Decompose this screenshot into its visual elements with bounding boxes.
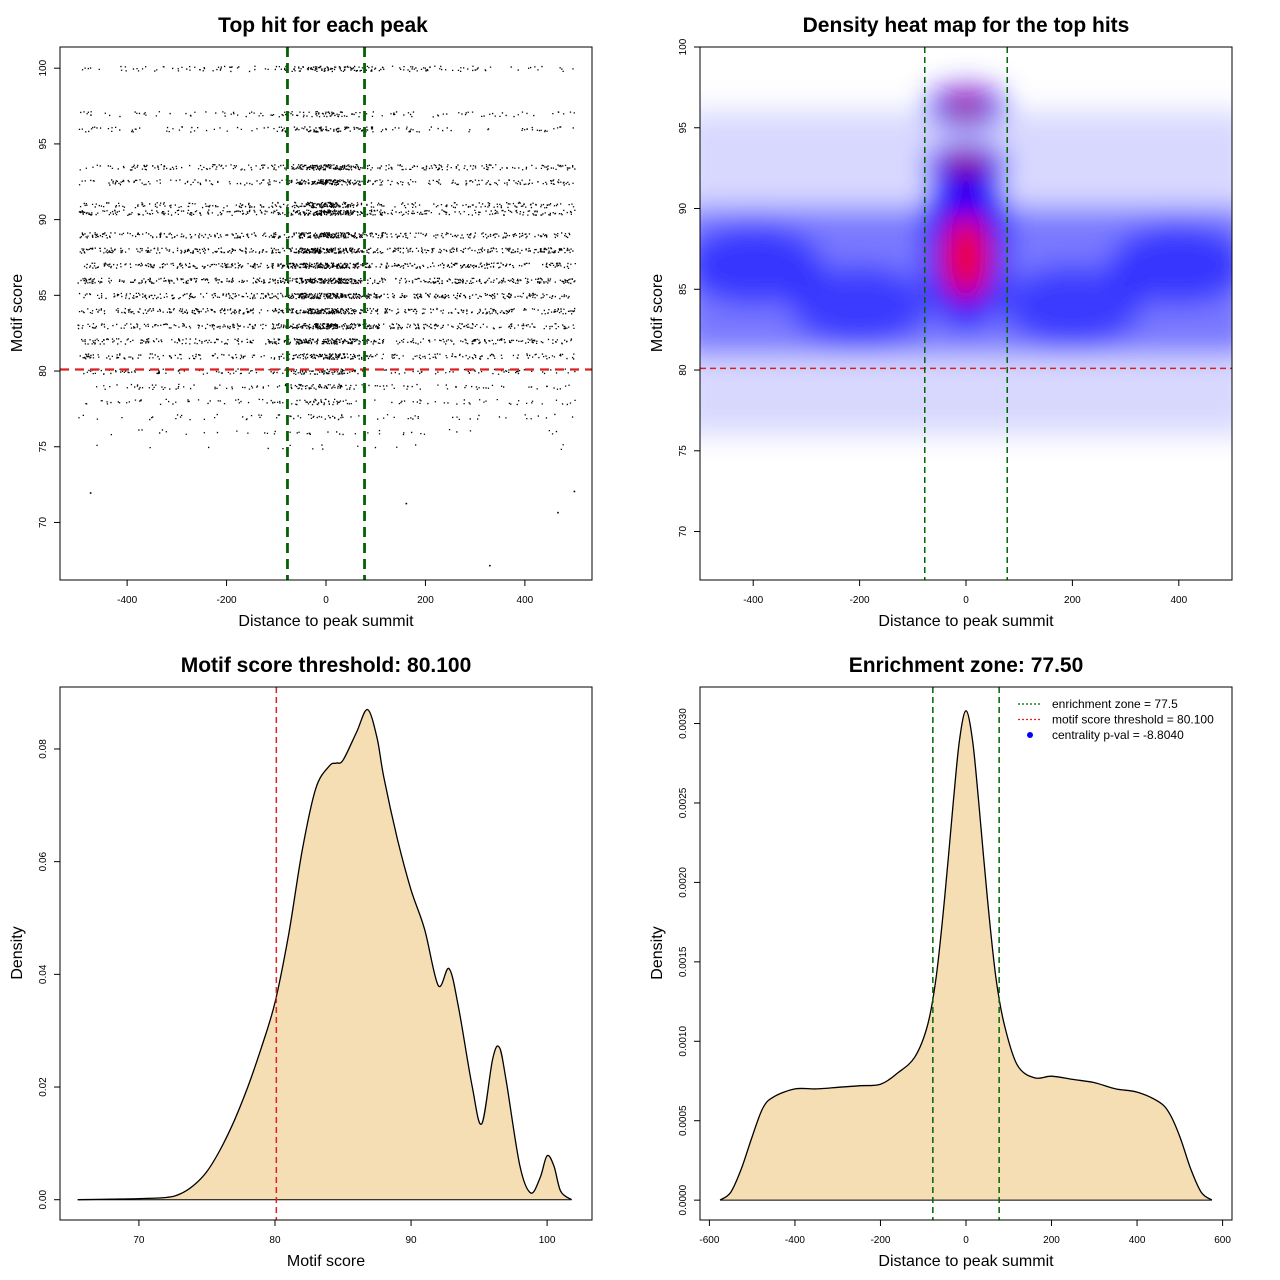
score-density-y-tick-label: 0.04: [38, 964, 49, 984]
heatmap-reference-lines: [700, 47, 1232, 580]
distance-density-x-tick-label: -200: [870, 1235, 890, 1246]
heatmap-y-tick-label: 75: [678, 445, 689, 457]
distance-density-y-tick-label: 0.0010: [678, 1026, 689, 1057]
heatmap-x-axis-label: Distance to peak summit: [878, 613, 1054, 630]
scatter-y-tick-label: 100: [38, 59, 49, 76]
heatmap-x-tick-label: -200: [850, 595, 870, 606]
panel-scatter: Top hit for each peak -400 -200 0 200 400 70 7…: [9, 14, 593, 630]
heatmap-hot-core: [942, 214, 990, 299]
score-density-x-tick-label: 90: [405, 1235, 417, 1246]
heatmap-hot-core: [942, 151, 990, 179]
distance-density-x-axis-label: Distance to peak summit: [878, 1253, 1054, 1270]
heatmap-hot-spot: [1002, 265, 1143, 346]
scatter-points-layer: [60, 47, 592, 580]
distance-density-x-tick-label: -600: [699, 1235, 719, 1246]
scatter-y-tick-label: 70: [38, 516, 49, 528]
score-density-x-tick-label: 100: [539, 1235, 556, 1246]
score-density-axes: 70 80 90 100 0.00 0.02 0.04 0.06 0.08: [38, 739, 556, 1246]
heatmap-axes: -400 -200 0 200 400 70 75 80 85 90 95 100: [678, 38, 1188, 606]
scatter-y-tick-label: 90: [38, 214, 49, 226]
distance-density-density-curve: [719, 710, 1213, 1201]
distance-density-layer: [719, 687, 1213, 1220]
heatmap-y-tick-label: 100: [678, 38, 689, 55]
heatmap-x-tick-label: 0: [963, 595, 969, 606]
score-density-area-fill: [77, 709, 572, 1200]
distance-density-x-tick-label: 0: [963, 1235, 969, 1246]
heatmap-x-tick-label: -400: [743, 595, 763, 606]
distance-density-y-axis-label: Density: [649, 926, 666, 979]
scatter-point-cloud: [77, 65, 576, 450]
heatmap-title: Density heat map for the top hits: [803, 14, 1130, 37]
heatmap-y-tick-label: 80: [678, 364, 689, 376]
score-density-layer: [77, 687, 572, 1220]
score-density-x-axis-label: Motif score: [287, 1253, 365, 1270]
distance-density-y-tick-label: 0.0025: [678, 787, 689, 818]
score-density-plot-frame: [59, 686, 593, 1221]
panel-distance-density: Enrichment zone: 77.50 -600 -400 -200 0 200 4…: [649, 654, 1233, 1270]
distance-density-x-tick-label: 600: [1214, 1235, 1231, 1246]
heatmap-y-tick-label: 85: [678, 283, 689, 295]
scatter-x-tick-label: -400: [117, 595, 137, 606]
heatmap-hot-spot: [1108, 225, 1232, 306]
distance-density-y-tick-label: 0.0005: [678, 1105, 689, 1136]
scatter-outlier-point: [489, 564, 491, 567]
distance-density-x-tick-label: -400: [785, 1235, 805, 1246]
score-density-density-curve: [77, 708, 572, 1201]
heatmap-y-axis-label: Motif score: [649, 274, 666, 352]
score-density-y-tick-label: 0.02: [38, 1077, 49, 1097]
heatmap-y-tick-label: 95: [678, 122, 689, 134]
scatter-outlier-point: [573, 490, 576, 493]
distance-density-x-tick-label: 400: [1129, 1235, 1146, 1246]
score-density-x-tick-label: 70: [133, 1235, 145, 1246]
scatter-y-tick-label: 85: [38, 289, 49, 301]
legend-point-marker: [1027, 732, 1033, 738]
distance-density-area-fill: [720, 710, 1212, 1201]
distance-density-title: Enrichment zone: 77.50: [849, 654, 1084, 677]
score-density-y-tick-label: 0.06: [38, 851, 49, 871]
heatmap-y-tick-label: 70: [678, 526, 689, 538]
legend-entry-label: centrality p-val = -8.8040: [1052, 728, 1184, 742]
scatter-outlier-point: [89, 492, 92, 494]
score-density-y-tick-label: 0.00: [38, 1190, 49, 1210]
score-density-title: Motif score threshold: 80.100: [181, 654, 472, 677]
scatter-y-tick-label: 80: [38, 365, 49, 377]
heatmap-x-tick-label: 200: [1064, 595, 1081, 606]
scatter-x-axis-label: Distance to peak summit: [238, 613, 414, 630]
distance-density-axes: -600 -400 -200 0 200 400 600 0.0000 0.0005 0.0010…: [678, 708, 1231, 1246]
legend-entry-label: enrichment zone = 77.5: [1052, 697, 1178, 711]
scatter-x-tick-label: 400: [517, 595, 534, 606]
distance-density-legend: enrichment zone = 77.5 motif score thresh…: [1018, 697, 1214, 742]
heatmap-x-tick-label: 400: [1170, 595, 1187, 606]
legend-entry-label: motif score threshold = 80.100: [1052, 713, 1214, 727]
panel-score-density: Motif score threshold: 80.100 70 80 90 100 0…: [9, 654, 593, 1270]
scatter-x-tick-label: -200: [217, 595, 237, 606]
scatter-axes: -400 -200 0 200 400 70 75 80 85 90 95 100: [38, 59, 534, 606]
scatter-outlier-point: [405, 502, 408, 505]
heatmap-density-layer: [700, 84, 1232, 435]
distance-density-y-tick-label: 0.0000: [678, 1184, 689, 1215]
scatter-y-tick-label: 75: [38, 441, 49, 453]
distance-density-y-tick-label: 0.0020: [678, 867, 689, 898]
scatter-x-tick-label: 200: [417, 595, 434, 606]
distance-density-x-tick-label: 200: [1043, 1235, 1060, 1246]
score-density-x-tick-label: 80: [269, 1235, 281, 1246]
distance-density-y-tick-label: 0.0015: [678, 946, 689, 977]
heatmap-y-tick-label: 90: [678, 203, 689, 215]
scatter-title: Top hit for each peak: [218, 14, 428, 37]
heatmap-hot-spot: [700, 225, 824, 306]
score-density-y-axis-label: Density: [9, 926, 26, 979]
score-density-y-tick-label: 0.08: [38, 739, 49, 759]
distance-density-y-tick-label: 0.0030: [678, 708, 689, 739]
scatter-y-axis-label: Motif score: [9, 274, 26, 352]
heatmap-hot-core: [942, 93, 990, 120]
scatter-y-tick-label: 95: [38, 138, 49, 150]
heatmap-hot-spot: [789, 265, 930, 346]
scatter-outlier-point: [557, 511, 559, 514]
scatter-x-tick-label: 0: [323, 595, 329, 606]
panel-heatmap: Density heat map for the top hits -400 -2…: [649, 14, 1233, 630]
